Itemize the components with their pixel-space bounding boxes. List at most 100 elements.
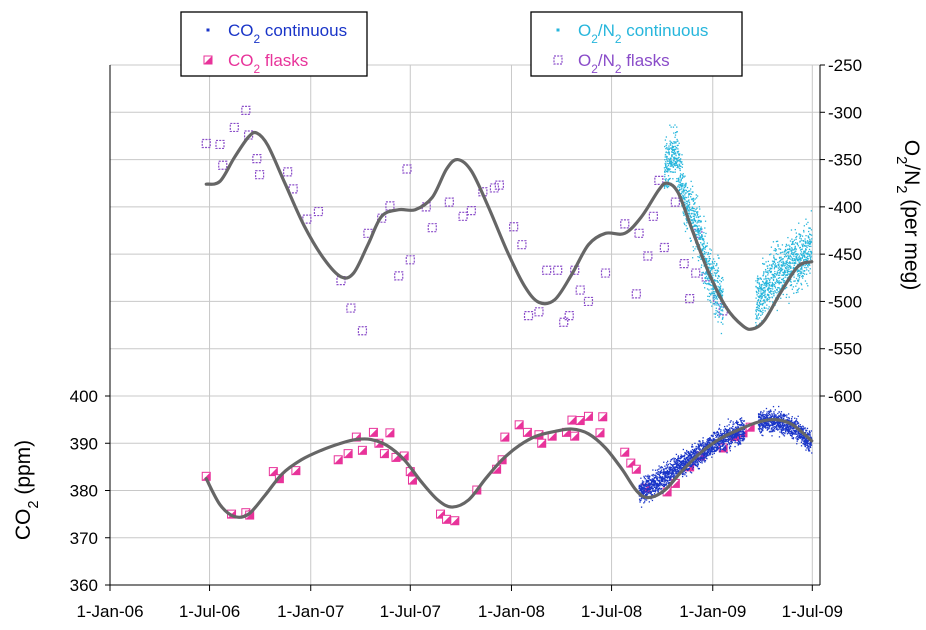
continuous-point <box>771 266 773 268</box>
continuous-point <box>757 318 759 320</box>
continuous-point <box>797 280 799 283</box>
continuous-point <box>771 415 773 418</box>
continuous-point <box>697 444 700 446</box>
continuous-point <box>688 451 690 453</box>
continuous-point <box>676 158 678 160</box>
legend-o2n2-box <box>530 11 743 77</box>
continuous-point <box>676 464 678 466</box>
continuous-point <box>731 437 734 440</box>
continuous-point <box>710 438 712 441</box>
continuous-point <box>706 458 708 460</box>
continuous-point <box>692 449 695 451</box>
continuous-point <box>697 256 699 258</box>
continuous-point <box>676 468 678 471</box>
continuous-point <box>806 427 809 430</box>
continuous-point <box>692 463 694 466</box>
continuous-point <box>706 242 709 244</box>
continuous-point <box>713 437 715 440</box>
continuous-point <box>713 292 716 295</box>
continuous-point <box>762 303 764 305</box>
continuous-point <box>807 221 809 224</box>
continuous-point <box>701 250 703 252</box>
continuous-point <box>659 481 662 484</box>
continuous-point <box>678 188 681 191</box>
continuous-point <box>682 455 684 457</box>
continuous-point <box>788 257 790 259</box>
continuous-point <box>808 227 810 229</box>
continuous-point <box>777 291 779 293</box>
continuous-point <box>777 267 780 269</box>
continuous-point <box>672 163 674 166</box>
continuous-point <box>792 266 795 269</box>
continuous-point <box>664 476 667 478</box>
continuous-point <box>810 430 813 432</box>
continuous-point <box>705 457 707 459</box>
continuous-point <box>702 237 704 240</box>
continuous-point <box>780 259 782 261</box>
continuous-point <box>686 227 689 230</box>
continuous-point <box>675 131 677 134</box>
continuous-point <box>768 424 770 427</box>
continuous-point <box>663 469 665 472</box>
continuous-point <box>791 428 793 430</box>
continuous-point <box>764 278 767 280</box>
continuous-point <box>675 158 678 160</box>
continuous-point <box>761 428 763 430</box>
continuous-point <box>797 280 800 282</box>
continuous-point <box>783 273 785 275</box>
continuous-point <box>677 180 679 182</box>
continuous-point <box>676 471 678 473</box>
continuous-point <box>649 492 652 495</box>
legend-co2-dot-marker <box>206 28 210 32</box>
continuous-point <box>762 428 764 430</box>
continuous-point <box>791 434 793 436</box>
continuous-point <box>782 274 785 277</box>
continuous-point <box>665 161 667 163</box>
continuous-point <box>786 293 788 296</box>
continuous-point <box>768 291 771 293</box>
continuous-point <box>808 242 810 244</box>
continuous-point <box>776 271 778 273</box>
continuous-point <box>644 499 646 501</box>
continuous-point <box>764 296 766 298</box>
continuous-point <box>716 304 718 306</box>
continuous-point <box>653 486 656 488</box>
continuous-point <box>757 295 759 298</box>
continuous-point <box>685 183 687 185</box>
continuous-point <box>739 441 741 443</box>
continuous-point <box>781 274 783 276</box>
axis-titles: CO2 (ppm)O2/N2 (per meg) <box>12 140 923 540</box>
continuous-point <box>741 422 744 425</box>
continuous-point <box>770 288 772 290</box>
continuous-point <box>793 292 795 294</box>
continuous-point <box>809 432 811 434</box>
y-left-axis-title: CO2 (ppm) <box>12 440 42 540</box>
continuous-point <box>709 248 711 250</box>
continuous-point <box>676 144 678 147</box>
continuous-point <box>778 423 781 425</box>
continuous-point <box>796 257 798 259</box>
continuous-point <box>771 424 774 427</box>
o2n2-flask-marker <box>559 317 569 327</box>
continuous-point <box>796 431 798 433</box>
continuous-point <box>662 473 664 475</box>
continuous-point <box>732 423 734 425</box>
continuous-point <box>791 430 793 432</box>
continuous-point <box>762 311 764 314</box>
continuous-point <box>778 266 781 268</box>
continuous-point <box>773 428 775 431</box>
continuous-point <box>700 266 702 269</box>
continuous-point <box>677 459 680 462</box>
continuous-point <box>785 431 787 433</box>
continuous-point <box>716 301 718 303</box>
continuous-point <box>729 448 731 450</box>
continuous-point <box>652 489 654 491</box>
continuous-point <box>721 440 723 442</box>
continuous-point <box>789 267 791 269</box>
continuous-point <box>677 467 679 469</box>
continuous-point <box>670 475 672 477</box>
continuous-point <box>692 453 694 455</box>
continuous-point <box>775 428 777 431</box>
continuous-point <box>725 440 727 443</box>
continuous-point <box>701 459 704 461</box>
